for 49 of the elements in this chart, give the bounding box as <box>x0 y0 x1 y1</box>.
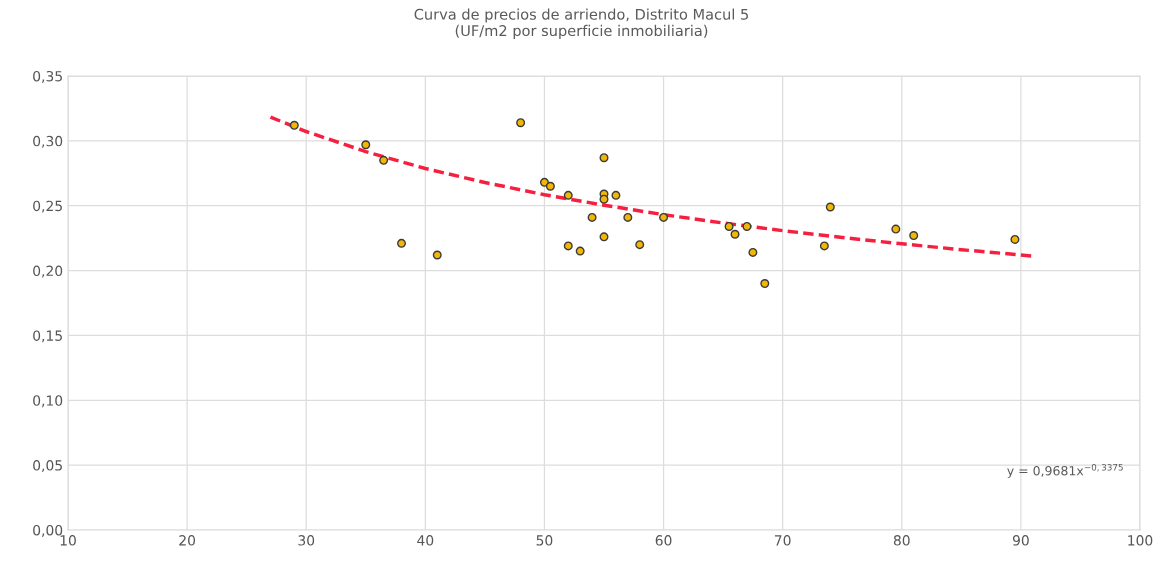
x-tick-label: 60 <box>655 535 672 546</box>
point <box>909 231 919 241</box>
x-tick-label: 70 <box>774 535 791 546</box>
point <box>379 155 389 165</box>
point <box>611 190 621 200</box>
point <box>623 212 633 222</box>
chart-title: Curva de precios de arriendo, Distrito Macul 5 (UF/m2 por superficie inmobiliaria) <box>414 8 748 39</box>
y-tick-label: 0,00 <box>33 524 63 537</box>
x-tick-label: 100 <box>1128 535 1153 546</box>
y-tick-label: 0,05 <box>33 460 62 473</box>
point <box>730 229 740 239</box>
x-tick-label: 50 <box>536 535 553 546</box>
point <box>432 250 442 260</box>
point <box>599 153 609 163</box>
point <box>599 232 609 242</box>
annotation: y = 0,9681x$^{−0,3375}$ <box>1007 463 1123 478</box>
y-tick-label: 0,35 <box>33 70 62 83</box>
x-tick-label: 80 <box>893 535 910 546</box>
point <box>748 247 758 257</box>
y-tick-label: 0,25 <box>33 200 62 213</box>
point <box>635 240 645 250</box>
point <box>361 140 371 150</box>
y-tick-label: 0,15 <box>33 330 62 343</box>
point <box>891 224 901 234</box>
point <box>1010 234 1020 244</box>
point <box>760 279 770 289</box>
point <box>724 221 734 231</box>
x-tick-label: 40 <box>417 535 434 546</box>
point <box>659 212 669 222</box>
point <box>563 241 573 251</box>
x-tick-label: 30 <box>298 535 315 546</box>
y-tick-label: 0,30 <box>33 135 63 148</box>
point <box>397 238 407 248</box>
point <box>825 202 835 212</box>
x-tick-label: 20 <box>179 535 196 546</box>
point <box>599 194 609 204</box>
point <box>819 241 829 251</box>
point <box>289 120 299 130</box>
y-tick-label: 0,10 <box>33 395 63 408</box>
point <box>545 181 555 191</box>
point <box>575 246 585 256</box>
point <box>742 221 752 231</box>
y-tick-label: 0,20 <box>33 265 63 278</box>
point <box>539 177 549 187</box>
x-tick-label: 10 <box>60 535 76 546</box>
x-tick-label: 90 <box>1012 535 1029 546</box>
point <box>516 118 526 128</box>
point <box>563 190 573 200</box>
point <box>587 212 597 222</box>
